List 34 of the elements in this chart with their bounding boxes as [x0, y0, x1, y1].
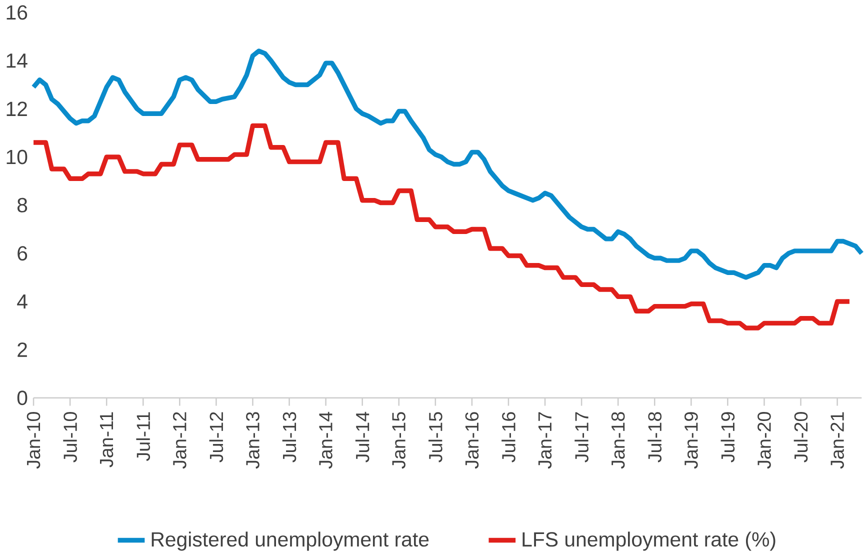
x-tick-label: Jan-15: [392, 412, 406, 469]
x-tick-label: Jul-20: [794, 412, 808, 462]
y-tick-label: 8: [17, 198, 28, 212]
y-tick-label: 16: [6, 5, 28, 20]
x-tick-label: Jan-12: [172, 412, 186, 469]
y-tick-label: 0: [17, 390, 28, 406]
legend-label: Registered unemployment rate: [152, 532, 429, 551]
x-tick-label: Jan-11: [100, 412, 114, 468]
y-tick-label: 2: [18, 342, 27, 357]
x-tick-label: Jul-12: [209, 412, 224, 462]
y-tick-label: 6: [18, 246, 28, 261]
y-tick-label: 14: [6, 54, 28, 68]
x-tick-label: Jan-16: [465, 412, 479, 469]
x-tick-label: Jan-19: [684, 412, 698, 469]
x-tick-label: Jul-10: [63, 412, 77, 462]
x-tick-label: Jan-20: [758, 412, 771, 469]
x-tick-label: Jul-19: [720, 412, 735, 462]
y-tick-label: 12: [6, 102, 27, 116]
x-tick-label: Jul-17: [574, 412, 588, 462]
x-tick-label: Jul-16: [502, 412, 516, 462]
x-tick-label: Jul-15: [428, 412, 442, 462]
x-tick-label: Jul-18: [648, 412, 662, 462]
y-tick-label: 4: [17, 294, 28, 308]
x-tick-label: Jan-13: [246, 412, 260, 469]
x-tick-label: Jul-13: [282, 412, 296, 462]
legend-label: LFS unemployment rate (%): [522, 532, 776, 551]
y-tick-label: 10: [6, 150, 28, 164]
x-tick-label: Jan-18: [611, 412, 625, 469]
x-tick-label: Jan-10: [26, 412, 40, 469]
x-tick-label: Jan-21: [830, 412, 844, 469]
x-tick-label: Jul-11: [136, 412, 150, 461]
x-tick-label: Jan-17: [538, 412, 552, 469]
x-tick-label: Jul-14: [355, 412, 370, 462]
x-tick-label: Jan-14: [319, 412, 332, 469]
